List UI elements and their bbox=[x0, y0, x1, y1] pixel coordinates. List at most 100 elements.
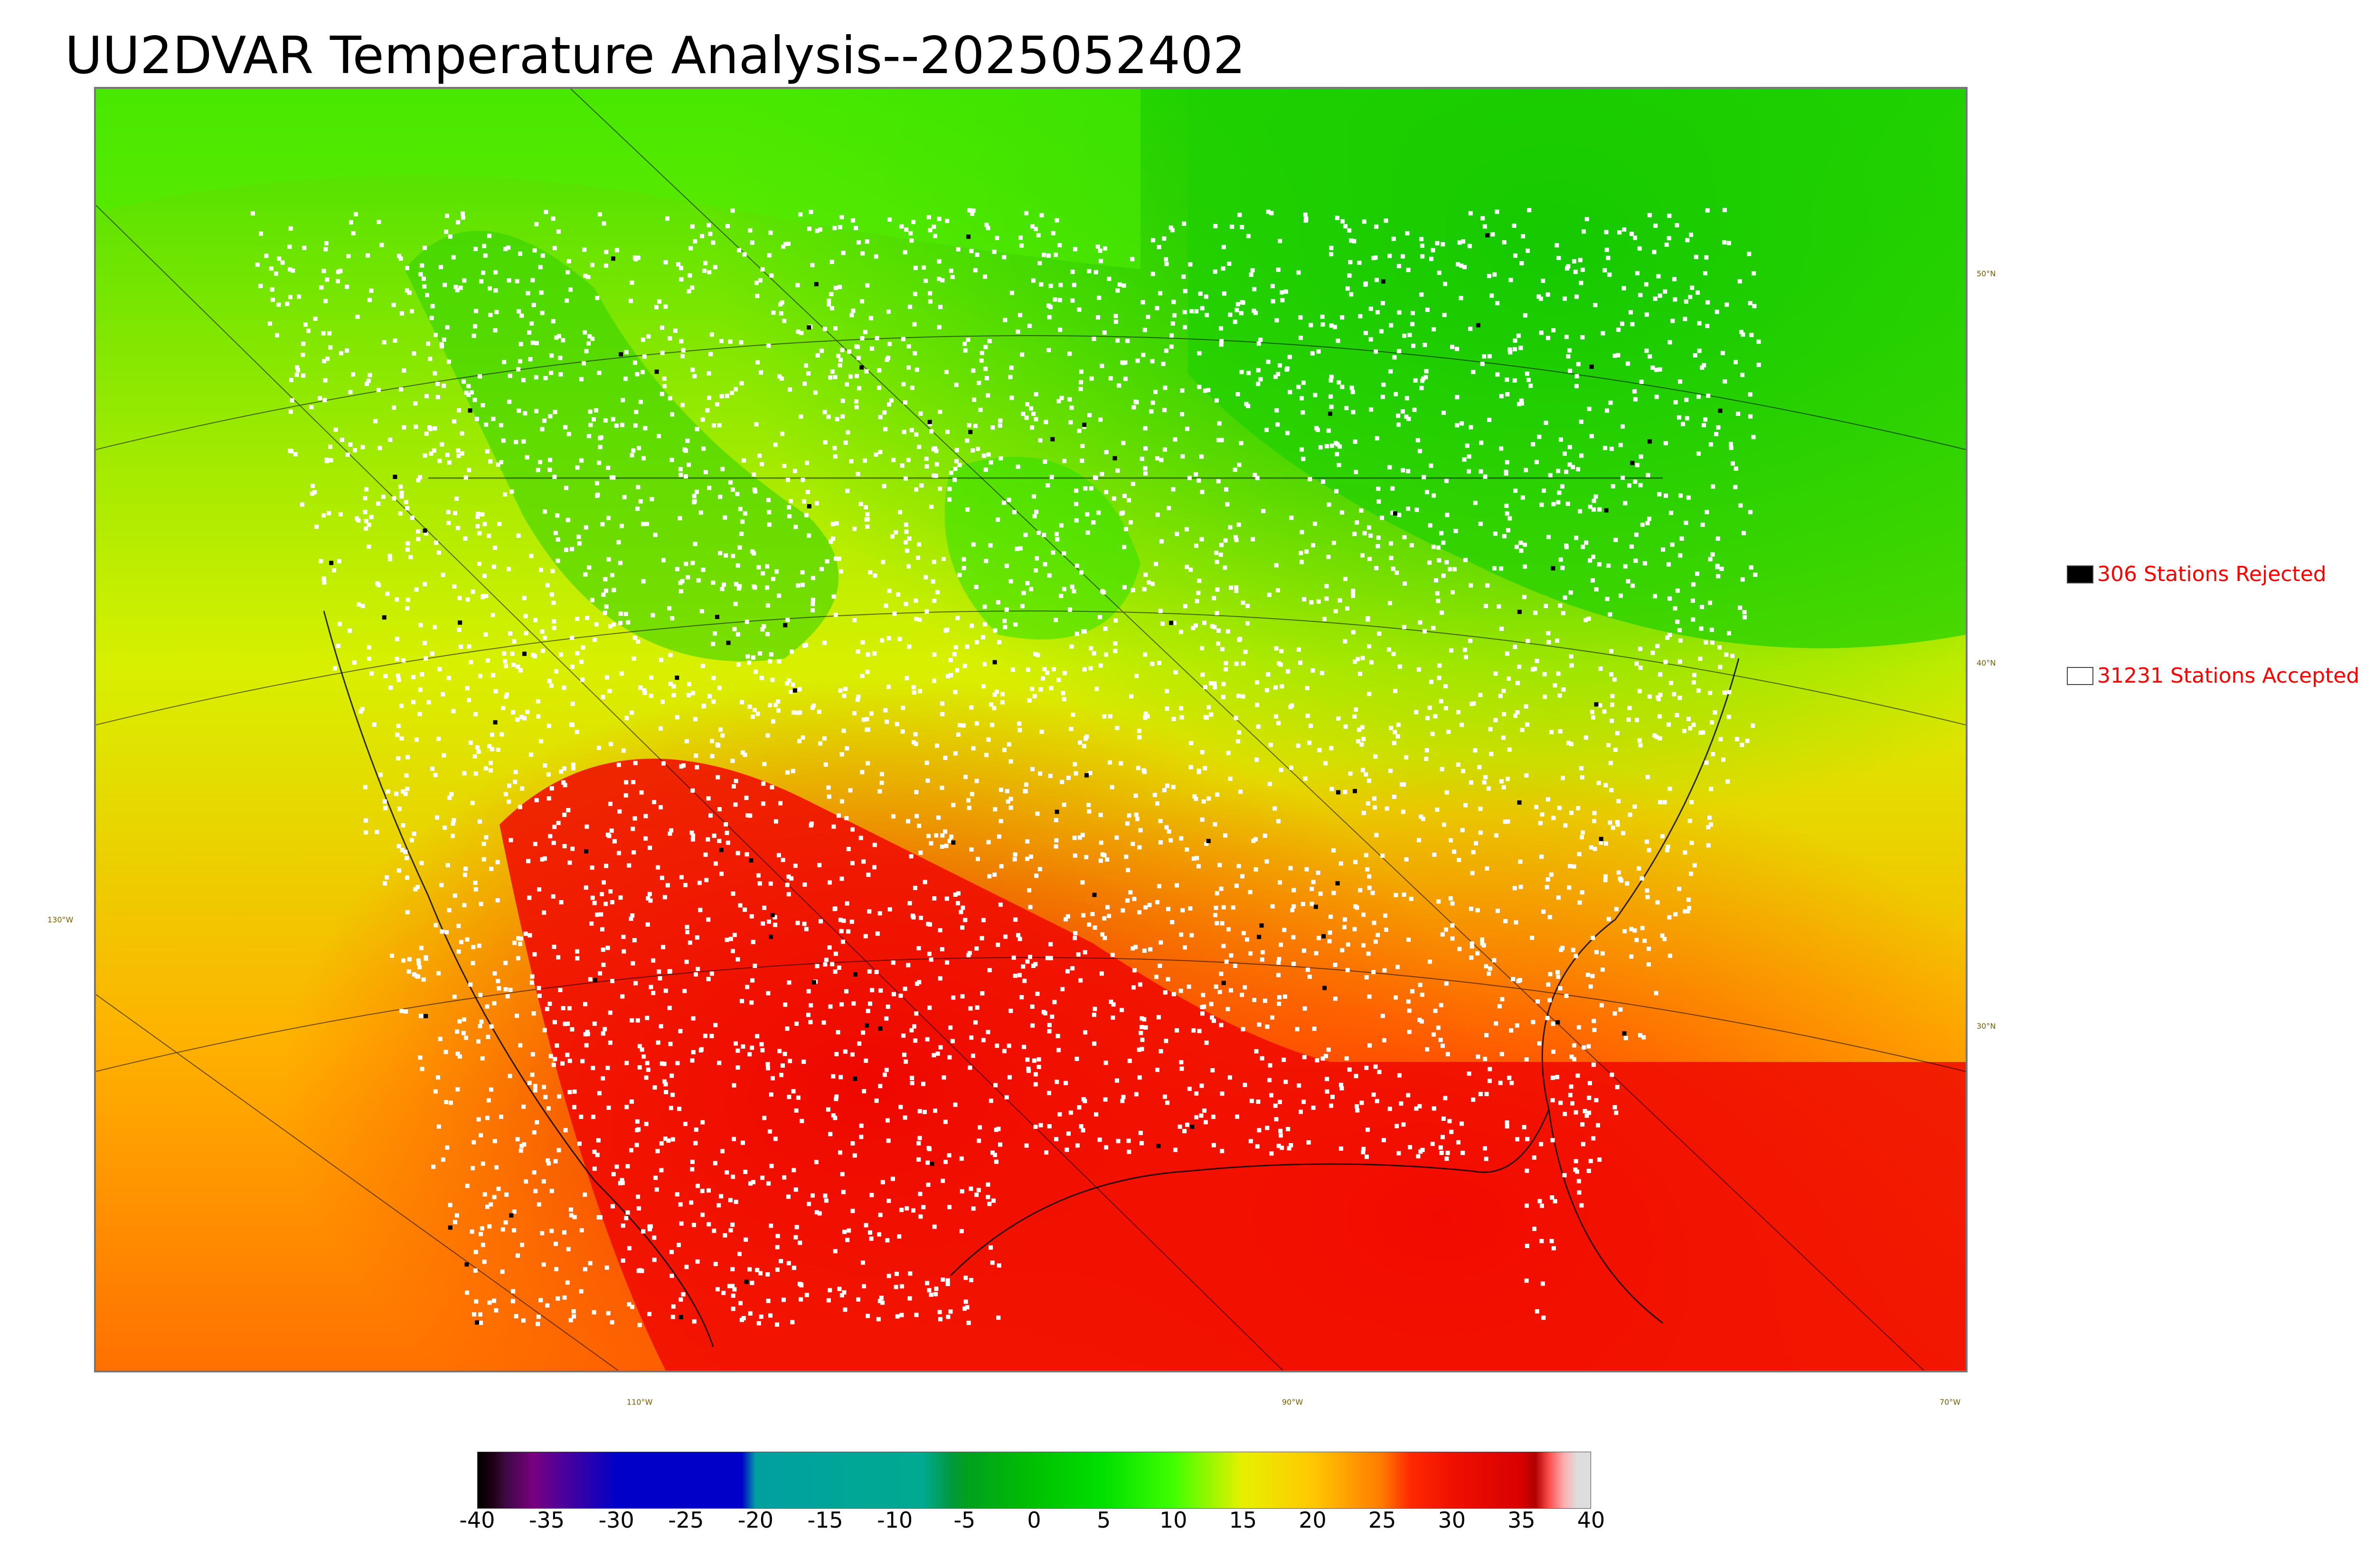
accepted-station-marker bbox=[702, 269, 707, 273]
accepted-station-marker bbox=[675, 567, 679, 572]
accepted-station-marker bbox=[1506, 819, 1510, 824]
accepted-station-marker bbox=[1427, 705, 1432, 710]
accepted-station-marker bbox=[1062, 551, 1066, 556]
accepted-station-marker bbox=[758, 651, 762, 656]
accepted-station-marker bbox=[1715, 536, 1720, 541]
accepted-station-marker bbox=[868, 1230, 872, 1235]
rejected-station-marker bbox=[715, 615, 719, 619]
accepted-station-marker bbox=[516, 367, 521, 372]
accepted-station-marker bbox=[620, 423, 624, 427]
accepted-station-marker bbox=[648, 898, 653, 903]
accepted-station-marker bbox=[530, 1052, 535, 1057]
accepted-station-marker bbox=[961, 566, 966, 571]
accepted-station-marker bbox=[751, 939, 755, 944]
accepted-station-marker bbox=[777, 1049, 782, 1053]
accepted-station-marker bbox=[323, 247, 328, 252]
accepted-station-marker bbox=[637, 1323, 642, 1327]
accepted-station-marker bbox=[996, 942, 1000, 947]
accepted-station-marker bbox=[1611, 825, 1615, 830]
accepted-station-marker bbox=[412, 351, 416, 356]
accepted-station-marker bbox=[1622, 227, 1627, 232]
accepted-station-marker bbox=[688, 273, 692, 278]
accepted-station-marker bbox=[807, 1202, 811, 1206]
accepted-station-marker bbox=[735, 957, 740, 962]
accepted-station-marker bbox=[1219, 1023, 1224, 1027]
accepted-station-marker bbox=[1110, 953, 1115, 958]
accepted-station-marker bbox=[732, 627, 737, 631]
accepted-station-marker bbox=[1602, 446, 1607, 451]
accepted-station-marker bbox=[636, 1194, 641, 1199]
accepted-station-marker bbox=[336, 279, 340, 283]
accepted-station-marker bbox=[1483, 775, 1488, 779]
accepted-station-marker bbox=[1406, 937, 1411, 942]
accepted-station-marker bbox=[865, 512, 870, 516]
accepted-station-marker bbox=[528, 752, 533, 757]
accepted-station-marker bbox=[864, 369, 869, 374]
accepted-station-marker bbox=[1046, 483, 1050, 488]
accepted-station-marker bbox=[934, 833, 939, 838]
accepted-station-marker bbox=[1420, 1147, 1425, 1152]
accepted-station-marker bbox=[543, 376, 548, 380]
accepted-station-marker bbox=[1553, 683, 1557, 688]
accepted-station-marker bbox=[1667, 596, 1672, 601]
accepted-station-marker bbox=[1482, 1146, 1487, 1151]
accepted-station-marker bbox=[540, 857, 545, 862]
accepted-station-marker bbox=[1365, 1155, 1369, 1159]
colorbar-tick-label: -15 bbox=[807, 1507, 843, 1533]
accepted-station-marker bbox=[1593, 494, 1598, 499]
accepted-station-marker bbox=[1077, 307, 1082, 312]
accepted-station-marker bbox=[638, 1268, 642, 1273]
accepted-station-marker bbox=[1007, 1043, 1011, 1048]
accepted-station-marker bbox=[1304, 549, 1309, 554]
accepted-station-marker bbox=[487, 234, 491, 238]
accepted-station-marker bbox=[962, 664, 967, 668]
accepted-station-marker bbox=[771, 719, 775, 724]
accepted-station-marker bbox=[877, 911, 882, 916]
accepted-station-marker bbox=[1064, 917, 1068, 921]
accepted-station-marker bbox=[1397, 349, 1402, 354]
accepted-station-marker bbox=[909, 1028, 914, 1033]
accepted-station-marker bbox=[935, 1052, 940, 1056]
accepted-station-marker bbox=[1387, 254, 1392, 258]
accepted-station-marker bbox=[695, 1259, 700, 1264]
accepted-station-marker bbox=[620, 1181, 625, 1185]
accepted-station-marker bbox=[986, 225, 990, 230]
accepted-station-marker bbox=[932, 560, 936, 564]
accepted-station-marker bbox=[1134, 1092, 1139, 1097]
accepted-station-marker bbox=[366, 378, 371, 383]
accepted-station-marker bbox=[663, 260, 668, 264]
accepted-station-marker bbox=[1143, 652, 1148, 657]
accepted-station-marker bbox=[458, 285, 463, 290]
accepted-station-marker bbox=[1396, 413, 1401, 418]
accepted-station-marker bbox=[382, 799, 387, 804]
rejected-station-marker bbox=[675, 676, 679, 680]
accepted-station-marker bbox=[1016, 933, 1021, 938]
accepted-station-marker bbox=[367, 657, 371, 661]
accepted-station-marker bbox=[1272, 806, 1277, 811]
accepted-station-marker bbox=[1696, 290, 1700, 295]
accepted-station-marker bbox=[671, 693, 676, 697]
accepted-station-marker bbox=[1756, 339, 1761, 344]
accepted-station-marker bbox=[572, 1314, 576, 1319]
accepted-station-marker bbox=[1530, 936, 1535, 940]
accepted-station-marker bbox=[592, 1021, 597, 1026]
accepted-station-marker bbox=[1410, 311, 1415, 315]
accepted-station-marker bbox=[1325, 1089, 1329, 1094]
accepted-station-marker bbox=[1462, 457, 1467, 462]
accepted-station-marker bbox=[1002, 255, 1007, 260]
accepted-station-marker bbox=[869, 1236, 874, 1241]
accepted-station-marker bbox=[696, 578, 701, 583]
accepted-station-marker bbox=[508, 374, 512, 378]
accepted-station-marker bbox=[1034, 226, 1038, 231]
accepted-station-marker bbox=[1143, 1025, 1148, 1030]
accepted-station-marker bbox=[579, 377, 584, 382]
accepted-station-marker bbox=[849, 920, 854, 924]
rejected-station-marker bbox=[475, 1320, 480, 1325]
accepted-station-marker bbox=[485, 1204, 490, 1209]
accepted-station-marker bbox=[387, 557, 392, 562]
accepted-station-marker bbox=[1196, 478, 1201, 483]
accepted-station-marker bbox=[1097, 1137, 1102, 1142]
accepted-station-marker bbox=[1219, 339, 1224, 344]
accepted-station-marker bbox=[1509, 1028, 1514, 1033]
accepted-station-marker bbox=[1300, 530, 1304, 535]
